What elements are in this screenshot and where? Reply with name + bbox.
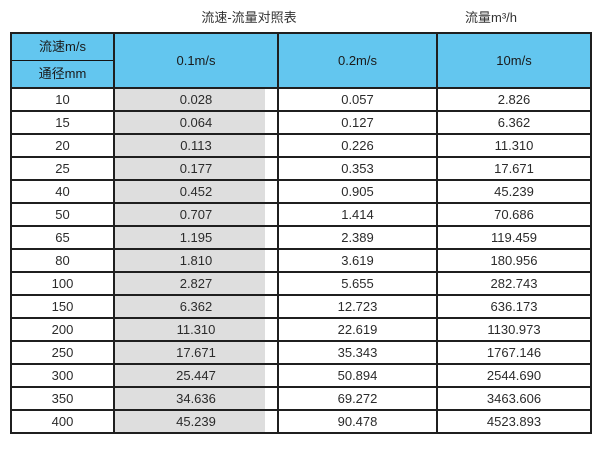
flow-value-cell: 0.226 bbox=[277, 133, 438, 158]
flow-value-cell: 1767.146 bbox=[436, 340, 592, 365]
flow-value-cell: 22.619 bbox=[277, 317, 438, 342]
flow-value-cell: 119.459 bbox=[436, 225, 592, 250]
table-row: 400 45.239 90.478 4523.893 bbox=[10, 409, 592, 434]
table-row: 40 0.452 0.905 45.239 bbox=[10, 179, 592, 204]
flow-value-cell: 3463.606 bbox=[436, 386, 592, 411]
table-row: 150 6.362 12.723 636.173 bbox=[10, 294, 592, 319]
table-body: 10 0.028 0.057 2.826 15 0.064 0.127 6.362 20 0.11… bbox=[10, 87, 592, 434]
corner-header-cell: 流速m/s 通径mm bbox=[10, 32, 115, 89]
table-title: 流速-流量对照表 bbox=[201, 10, 297, 25]
flow-value-cell: 17.671 bbox=[113, 340, 279, 365]
flow-value-cell: 1130.973 bbox=[436, 317, 592, 342]
diameter-cell: 250 bbox=[10, 340, 115, 365]
diameter-cell: 15 bbox=[10, 110, 115, 135]
flow-rate-table: 流速m/s 通径mm 0.1m/s 0.2m/s 10m/s 10 0.028 0.… bbox=[10, 32, 592, 434]
table-row: 80 1.810 3.619 180.956 bbox=[10, 248, 592, 273]
page-header: 流速-流量对照表 流量m³/h bbox=[0, 0, 600, 30]
table-row: 25 0.177 0.353 17.671 bbox=[10, 156, 592, 181]
flow-value-cell: 50.894 bbox=[277, 363, 438, 388]
flow-value-cell: 4523.893 bbox=[436, 409, 592, 434]
table-row: 50 0.707 1.414 70.686 bbox=[10, 202, 592, 227]
flow-value-cell: 0.064 bbox=[113, 110, 279, 135]
flow-value-cell: 3.619 bbox=[277, 248, 438, 273]
flow-value-cell: 25.447 bbox=[113, 363, 279, 388]
diameter-cell: 65 bbox=[10, 225, 115, 250]
flow-value-cell: 45.239 bbox=[113, 409, 279, 434]
flow-value-cell: 6.362 bbox=[436, 110, 592, 135]
diameter-cell: 150 bbox=[10, 294, 115, 319]
diameter-cell: 25 bbox=[10, 156, 115, 181]
flow-value-cell: 69.272 bbox=[277, 386, 438, 411]
diameter-cell: 100 bbox=[10, 271, 115, 296]
flow-value-cell: 70.686 bbox=[436, 202, 592, 227]
flow-value-cell: 2.389 bbox=[277, 225, 438, 250]
flow-value-cell: 2.826 bbox=[436, 87, 592, 112]
flow-value-cell: 34.636 bbox=[113, 386, 279, 411]
flow-value-cell: 282.743 bbox=[436, 271, 592, 296]
flow-value-cell: 11.310 bbox=[113, 317, 279, 342]
flow-value-cell: 1.414 bbox=[277, 202, 438, 227]
flow-value-cell: 5.655 bbox=[277, 271, 438, 296]
flow-value-cell: 0.057 bbox=[277, 87, 438, 112]
velocity-header-label: 流速m/s bbox=[13, 35, 112, 61]
diameter-cell: 10 bbox=[10, 87, 115, 112]
column-header-0-2ms: 0.2m/s bbox=[277, 32, 438, 89]
diameter-header-label: 通径mm bbox=[38, 66, 87, 81]
flow-value-cell: 0.452 bbox=[113, 179, 279, 204]
flow-value-cell: 0.028 bbox=[113, 87, 279, 112]
diameter-cell: 20 bbox=[10, 133, 115, 158]
diameter-cell: 50 bbox=[10, 202, 115, 227]
table-row: 300 25.447 50.894 2544.690 bbox=[10, 363, 592, 388]
table-row: 10 0.028 0.057 2.826 bbox=[10, 87, 592, 112]
flow-value-cell: 1.810 bbox=[113, 248, 279, 273]
table-row: 350 34.636 69.272 3463.606 bbox=[10, 386, 592, 411]
flow-value-cell: 35.343 bbox=[277, 340, 438, 365]
flow-value-cell: 0.905 bbox=[277, 179, 438, 204]
flow-value-cell: 11.310 bbox=[436, 133, 592, 158]
table-header: 流速m/s 通径mm 0.1m/s 0.2m/s 10m/s bbox=[10, 32, 592, 89]
table-row: 20 0.113 0.226 11.310 bbox=[10, 133, 592, 158]
flow-value-cell: 12.723 bbox=[277, 294, 438, 319]
diameter-cell: 400 bbox=[10, 409, 115, 434]
flow-value-cell: 0.177 bbox=[113, 156, 279, 181]
diameter-cell: 350 bbox=[10, 386, 115, 411]
flow-value-cell: 6.362 bbox=[113, 294, 279, 319]
flow-value-cell: 0.113 bbox=[113, 133, 279, 158]
table-row: 200 11.310 22.619 1130.973 bbox=[10, 317, 592, 342]
flow-value-cell: 2544.690 bbox=[436, 363, 592, 388]
flow-value-cell: 45.239 bbox=[436, 179, 592, 204]
table-row: 65 1.195 2.389 119.459 bbox=[10, 225, 592, 250]
header-row: 流速m/s 通径mm 0.1m/s 0.2m/s 10m/s bbox=[10, 32, 592, 89]
table-row: 100 2.827 5.655 282.743 bbox=[10, 271, 592, 296]
flow-value-cell: 0.707 bbox=[113, 202, 279, 227]
table-row: 250 17.671 35.343 1767.146 bbox=[10, 340, 592, 365]
flow-value-cell: 0.353 bbox=[277, 156, 438, 181]
column-header-0-1ms: 0.1m/s bbox=[113, 32, 279, 89]
diameter-cell: 40 bbox=[10, 179, 115, 204]
flow-value-cell: 2.827 bbox=[113, 271, 279, 296]
column-header-10ms: 10m/s bbox=[436, 32, 592, 89]
flow-value-cell: 180.956 bbox=[436, 248, 592, 273]
diameter-cell: 300 bbox=[10, 363, 115, 388]
diameter-cell: 80 bbox=[10, 248, 115, 273]
table-row: 15 0.064 0.127 6.362 bbox=[10, 110, 592, 135]
flow-value-cell: 636.173 bbox=[436, 294, 592, 319]
flow-value-cell: 90.478 bbox=[277, 409, 438, 434]
flow-value-cell: 1.195 bbox=[113, 225, 279, 250]
flow-unit-label: 流量m³/h bbox=[464, 10, 518, 25]
diameter-cell: 200 bbox=[10, 317, 115, 342]
flow-value-cell: 0.127 bbox=[277, 110, 438, 135]
flow-value-cell: 17.671 bbox=[436, 156, 592, 181]
